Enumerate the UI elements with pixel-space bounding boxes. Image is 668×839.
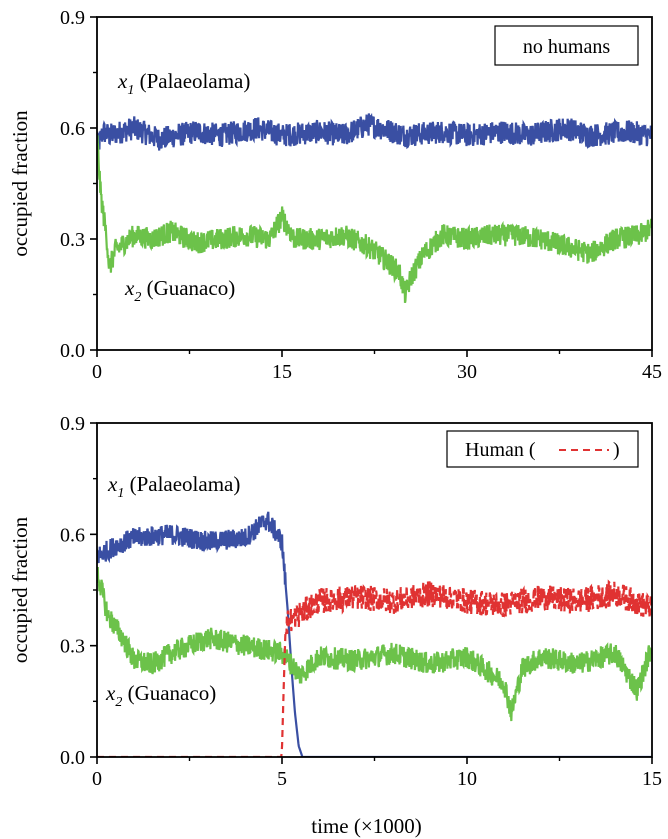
series-line-x1-palaeolama xyxy=(97,511,652,757)
series-label: x2 (Guanaco) xyxy=(124,276,235,305)
legend-box xyxy=(494,25,639,66)
series-line-x2-guanaco xyxy=(97,566,652,722)
x-axis-label: time (×1000) xyxy=(311,814,421,838)
x-tick-label: 10 xyxy=(457,768,477,790)
chart-panel-bottom: x1 (Palaeolama) x2 (Guanaco) 0 5 10 15 0.0 0.3 0… xyxy=(8,413,662,838)
x-tick-label: 15 xyxy=(272,361,292,383)
series-label: x1 (Palaeolama) xyxy=(107,472,240,501)
legend-text-close: ) xyxy=(613,439,620,461)
legend-box xyxy=(446,430,639,468)
plot-frame xyxy=(96,16,653,351)
series-label: x1 (Palaeolama) xyxy=(117,69,250,98)
y-tick-label: 0.3 xyxy=(60,636,85,658)
y-tick-label: 0.0 xyxy=(60,340,85,362)
x-tick-label: 30 xyxy=(457,361,477,383)
chart-panel-top: x1 (Palaeolama) x2 (Guanaco) 0 15 30 45 0.0 0.3… xyxy=(8,7,662,383)
y-tick-label: 0.9 xyxy=(60,413,85,435)
x-tick-label: 5 xyxy=(277,768,287,790)
y-tick-label: 0.6 xyxy=(60,118,85,140)
x-tick-label: 0 xyxy=(92,361,102,383)
legend-text: Human ( xyxy=(465,439,536,461)
y-tick-label: 0.6 xyxy=(60,524,85,546)
y-tick-label: 0.0 xyxy=(60,747,85,769)
series-line-human xyxy=(97,579,652,757)
y-axis-label: occupied fraction xyxy=(8,516,32,663)
series-label: x2 (Guanaco) xyxy=(105,681,216,710)
legend-text: no humans xyxy=(523,36,610,58)
x-tick-label: 45 xyxy=(642,361,662,383)
series-line-x2-guanaco xyxy=(97,135,652,304)
x-tick-label: 15 xyxy=(642,768,662,790)
series-line-x1-palaeolama xyxy=(97,112,652,151)
y-tick-label: 0.3 xyxy=(60,229,85,251)
y-axis-label: occupied fraction xyxy=(8,110,32,257)
x-tick-label: 0 xyxy=(92,768,102,790)
y-tick-label: 0.9 xyxy=(60,7,85,29)
